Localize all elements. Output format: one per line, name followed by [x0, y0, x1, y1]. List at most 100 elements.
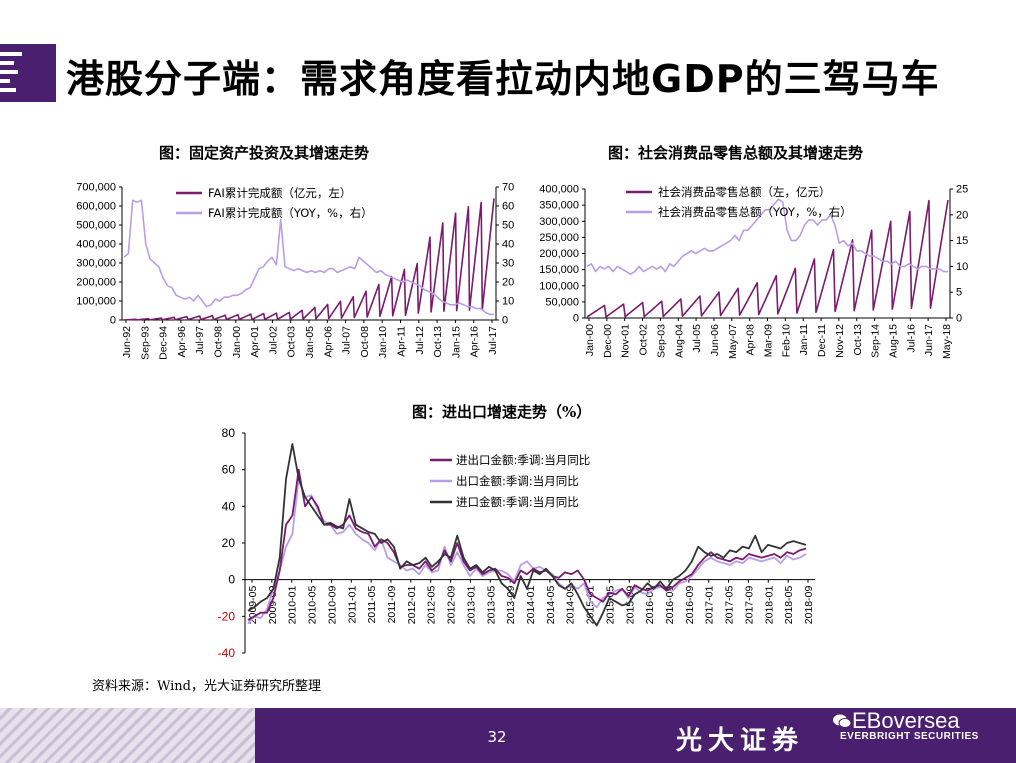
x-tick-label: Oct-13 — [432, 326, 444, 358]
x-tick-label: Aug-04 — [673, 324, 685, 358]
x-tick-label: 2013-09 — [505, 586, 517, 625]
x-tick-label: 2013-05 — [485, 586, 497, 625]
footer-stripes — [0, 708, 300, 763]
x-tick-label: 2012-09 — [446, 586, 458, 625]
x-tick-label: Apr-06 — [322, 326, 334, 358]
x-tick-label: May-18 — [941, 324, 953, 359]
x-tick-label: Jun-06 — [709, 324, 721, 356]
y-left-tick-label: 100,000 — [76, 296, 116, 308]
legend-label: 出口金额:季调:当月同比 — [456, 474, 579, 488]
x-tick-label: 2018-09 — [803, 586, 815, 625]
x-tick-label: Sep-14 — [870, 324, 882, 358]
y-left-tick-label: 500,000 — [76, 220, 116, 232]
x-tick-label: Jul-12 — [414, 326, 426, 355]
x-tick-label: Jun-92 — [121, 326, 133, 358]
x-tick-label: Dec-11 — [816, 324, 828, 357]
x-tick-label: Oct-03 — [286, 326, 298, 358]
x-tick-label: Jan-00 — [584, 324, 596, 356]
wechat-icon — [833, 714, 852, 728]
x-tick-label: 2013-01 — [465, 586, 477, 625]
trade-series-0-line — [247, 468, 807, 621]
x-tick-label: 2011-01 — [346, 586, 358, 624]
fai-series-yoy-line — [123, 199, 494, 316]
y-left-tick-label: 300,000 — [539, 216, 579, 228]
y-right-tick-label: 5 — [956, 287, 962, 299]
y-tick-label: -40 — [218, 646, 236, 660]
y-left-tick-label: 400,000 — [76, 239, 116, 251]
legend-label: 社会消费品零售总额（左，亿元） — [658, 185, 831, 199]
x-tick-label: Feb-10 — [780, 324, 792, 357]
y-left-tick-label: 200,000 — [76, 277, 116, 289]
x-tick-label: Jan-00 — [231, 326, 243, 358]
x-tick-label: Oct-08 — [359, 326, 371, 358]
x-tick-label: 2017-01 — [704, 586, 716, 625]
brand-name-cn: 光大证券 — [676, 726, 805, 756]
y-left-tick-label: 250,000 — [539, 232, 579, 244]
x-tick-label: 2011-05 — [366, 586, 378, 624]
y-tick-label: 0 — [228, 573, 235, 587]
x-tick-label: Apr-11 — [396, 326, 408, 357]
x-tick-label: Apr-16 — [469, 326, 481, 358]
x-tick-label: Dec-94 — [158, 326, 170, 360]
source-note: 资料来源：Wind，光大证券研究所整理 — [92, 679, 321, 694]
y-tick-label: 60 — [222, 463, 236, 477]
x-tick-label: 2018-05 — [783, 586, 795, 625]
y-right-tick-label: 10 — [956, 261, 968, 273]
x-tick-label: Jul-16 — [905, 324, 917, 353]
y-right-tick-label: 50 — [502, 220, 514, 232]
x-tick-label: 2014-09 — [565, 586, 577, 625]
x-tick-label: Jul-97 — [194, 326, 206, 355]
x-tick-label: Aug-15 — [887, 324, 899, 358]
y-right-tick-label: 30 — [502, 258, 514, 270]
x-tick-label: Jul-17 — [487, 326, 499, 355]
x-tick-label: Dec-00 — [602, 324, 614, 358]
legend-label: 社会消费品零售总额（YOY，%，右） — [658, 205, 852, 219]
x-tick-label: 2010-09 — [326, 586, 338, 625]
x-tick-label: Apr-96 — [176, 326, 188, 358]
x-tick-label: Jul-05 — [691, 324, 703, 353]
y-tick-label: -20 — [218, 609, 236, 623]
y-left-tick-label: 200,000 — [539, 248, 579, 260]
fai-chart: 700,000 600,000 500,000 400,000 300,000 200,0… — [40, 170, 514, 370]
footer-bar — [255, 708, 1016, 763]
x-tick-label: 2010-05 — [307, 586, 319, 625]
y-left-tick-label: 600,000 — [76, 201, 116, 213]
y-left-tick-label: 100,000 — [539, 280, 579, 292]
x-tick-label: 2016-01 — [644, 586, 656, 625]
page-number: 32 — [487, 728, 507, 746]
x-tick-label: 2016-05 — [664, 586, 676, 625]
y-tick-label: 80 — [222, 426, 236, 440]
trade-series-2-line — [247, 443, 807, 627]
fai-series-level-line — [123, 198, 495, 321]
x-tick-label: Oct-98 — [213, 326, 225, 358]
x-tick-label: Apr-01 — [249, 326, 261, 358]
trade-chart-title: 图：进出口增速走势（%） — [412, 403, 592, 421]
y-right-tick-label: 60 — [502, 201, 514, 213]
x-tick-label: 2014-01 — [525, 586, 537, 625]
retail-series-yoy-line — [586, 198, 948, 275]
x-tick-label: Oct-02 — [638, 324, 650, 356]
y-tick-label: 20 — [222, 536, 236, 550]
x-tick-label: 2014-05 — [545, 586, 557, 625]
y-right-tick-label: 40 — [502, 239, 514, 251]
x-tick-label: Apr-08 — [745, 324, 757, 356]
chart-retail-svg: 400,000 350,000 300,000 250,000 200,000 150,0… — [539, 184, 968, 360]
x-tick-label: Mar-09 — [763, 324, 775, 357]
x-tick-label: Jun-17 — [923, 324, 935, 356]
y-right-tick-label: 0 — [956, 313, 962, 325]
y-left-tick-label: 700,000 — [76, 182, 116, 194]
y-right-tick-label: 70 — [502, 182, 514, 194]
legend-label: 进出口金额:季调:当月同比 — [456, 453, 590, 467]
y-left-tick-label: 0 — [573, 313, 579, 325]
y-right-tick-label: 20 — [502, 277, 514, 289]
fai-chart-title: 图：固定资产投资及其增速走势 — [159, 144, 370, 162]
legend-label: FAI累计完成额（YOY，%，右） — [208, 206, 373, 220]
y-left-tick-label: 300,000 — [76, 258, 116, 270]
retail-chart: 400,000 350,000 300,000 250,000 200,000 150,0… — [520, 170, 990, 370]
brand-subtitle: EVERBRIGHT SECURITIES — [840, 731, 979, 742]
x-tick-label: 2011-09 — [386, 586, 398, 624]
y-right-tick-label: 15 — [956, 235, 968, 247]
y-left-tick-label: 50,000 — [545, 296, 579, 308]
y-left-tick-label: 150,000 — [539, 264, 579, 276]
x-tick-label: Oct-13 — [852, 324, 864, 356]
